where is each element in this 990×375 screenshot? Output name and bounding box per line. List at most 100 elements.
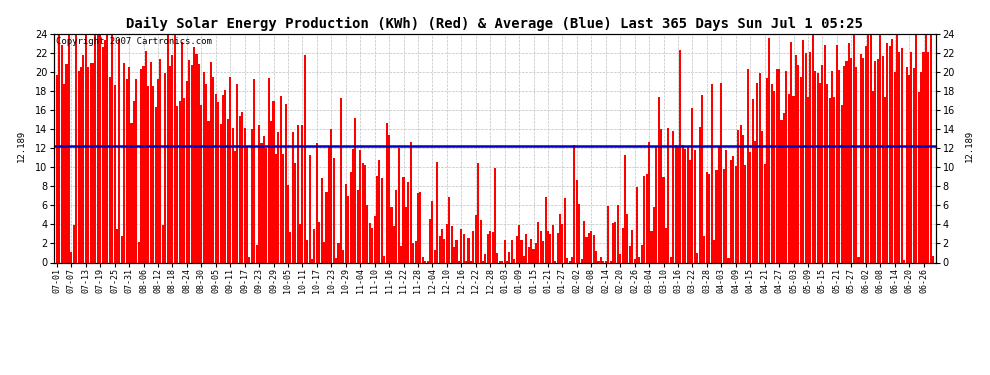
Bar (708, 174, 710, 262)
Bar (270, 121, 272, 262)
Bar (326, 192, 328, 262)
Bar (674, 145, 676, 262)
Bar (381, 178, 383, 262)
Bar (410, 142, 412, 262)
Bar (615, 222, 617, 262)
Bar (566, 258, 568, 262)
Bar (619, 254, 621, 262)
Bar (660, 129, 662, 262)
Bar (790, 42, 792, 262)
Bar (145, 51, 147, 262)
Bar (850, 58, 852, 262)
Bar (704, 236, 706, 262)
Bar (364, 165, 366, 262)
Bar (477, 163, 479, 262)
Bar (331, 129, 333, 262)
Bar (913, 68, 915, 262)
Bar (388, 135, 390, 262)
Bar (248, 257, 250, 262)
Bar (109, 77, 111, 262)
Bar (588, 233, 590, 262)
Bar (518, 225, 520, 262)
Bar (713, 240, 715, 262)
Bar (807, 97, 809, 262)
Bar (225, 90, 227, 262)
Bar (176, 106, 178, 262)
Bar (212, 77, 215, 262)
Bar (479, 220, 481, 262)
Bar (622, 228, 624, 262)
Bar (340, 98, 342, 262)
Bar (345, 184, 346, 262)
Bar (805, 53, 807, 262)
Bar (215, 94, 217, 262)
Bar (639, 257, 641, 262)
Bar (422, 257, 424, 262)
Bar (77, 71, 79, 262)
Bar (839, 69, 841, 262)
Bar (289, 231, 291, 262)
Bar (696, 253, 698, 262)
Bar (829, 98, 831, 262)
Bar (533, 249, 535, 262)
Bar (652, 207, 655, 262)
Bar (351, 149, 354, 262)
Bar (677, 147, 679, 262)
Bar (489, 231, 491, 262)
Bar (605, 261, 607, 262)
Bar (306, 240, 308, 262)
Bar (612, 223, 614, 262)
Bar (665, 228, 667, 262)
Bar (516, 236, 518, 262)
Bar (405, 207, 407, 262)
Bar (434, 251, 436, 262)
Bar (896, 34, 898, 262)
Text: 12.189: 12.189 (964, 130, 973, 162)
Bar (55, 75, 57, 262)
Bar (641, 245, 643, 262)
Bar (301, 125, 303, 262)
Bar (682, 145, 684, 262)
Bar (239, 116, 241, 262)
Bar (590, 231, 592, 262)
Bar (311, 260, 313, 262)
Bar (439, 236, 441, 262)
Bar (92, 63, 94, 262)
Bar (349, 172, 351, 262)
Bar (141, 69, 143, 262)
Bar (576, 180, 578, 262)
Bar (361, 163, 363, 262)
Bar (472, 231, 474, 262)
Bar (679, 50, 681, 262)
Bar (104, 40, 106, 262)
Bar (373, 216, 375, 262)
Bar (258, 124, 260, 262)
Bar (610, 261, 612, 262)
Bar (549, 234, 551, 262)
Bar (169, 66, 171, 262)
Bar (321, 178, 323, 262)
Bar (521, 240, 523, 262)
Bar (657, 97, 659, 262)
Bar (583, 221, 585, 262)
Bar (424, 261, 427, 262)
Bar (347, 196, 349, 262)
Bar (205, 84, 207, 262)
Bar (193, 47, 195, 262)
Bar (800, 76, 802, 262)
Bar (802, 40, 804, 262)
Bar (511, 240, 513, 262)
Bar (898, 52, 901, 262)
Bar (742, 135, 743, 262)
Bar (559, 214, 561, 262)
Bar (785, 71, 787, 262)
Bar (499, 261, 501, 262)
Bar (369, 223, 371, 262)
Bar (378, 160, 380, 262)
Bar (598, 261, 600, 262)
Bar (672, 131, 674, 262)
Bar (482, 261, 484, 262)
Bar (114, 85, 116, 262)
Bar (186, 81, 188, 262)
Bar (467, 238, 469, 262)
